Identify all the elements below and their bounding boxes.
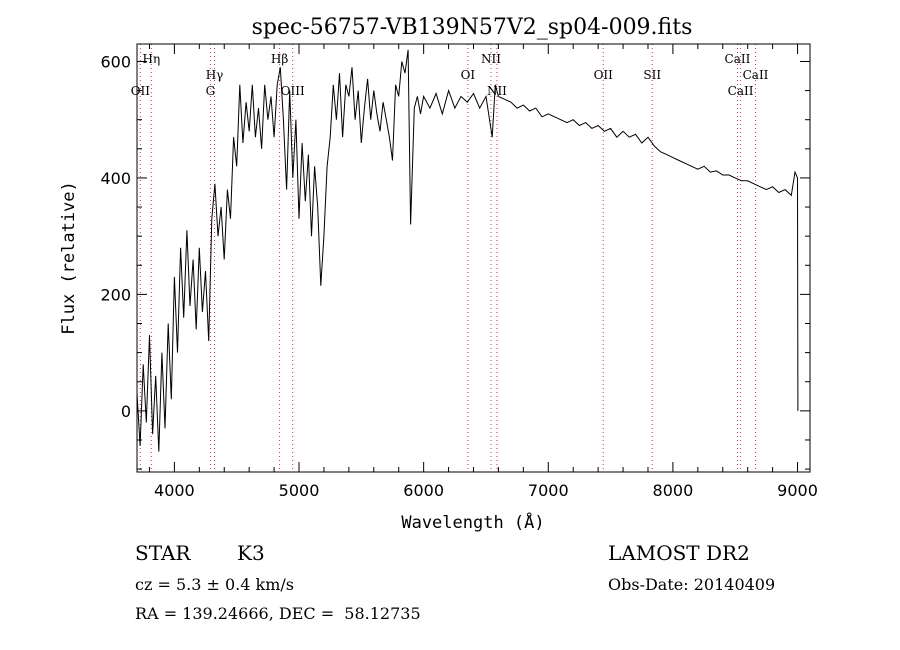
axis-ticks: 4000 5000 6000 7000 8000 9000 0 200 400 600 [100,44,818,500]
redshift-text: cz = 5.3 ± 0.4 km/s [135,575,294,594]
x-axis-label: Wavelength (Å) [401,511,544,533]
spectrum-line [136,49,799,452]
chart-title: spec-56757-VB139N57V2_sp04-009.fits [252,15,693,40]
survey-label: LAMOST DR2 [608,541,750,565]
plot-frame [136,43,811,473]
x-tick-label: 7000 [528,481,569,500]
x-tick-label: 6000 [403,481,444,500]
coordinates-text: RA = 139.24666, DEC = 58.12735 [135,604,421,623]
line-marker-label: Hβ [271,52,288,66]
line-marker-label: Hγ [206,68,224,82]
line-marker-label: G [206,84,216,98]
x-tick-label: 5000 [279,481,320,500]
x-tick-label: 8000 [653,481,694,500]
x-tick-label: 9000 [777,481,818,500]
y-axis-label: Flux (relative) [59,181,79,335]
line-marker-label: OII [594,68,614,82]
line-marker-label: NII [481,52,501,66]
line-marker-label: CaII [743,68,769,82]
obs-date-text: Obs-Date: 20140409 [608,575,776,594]
y-tick-label: 0 [121,402,131,421]
object-subclass: K3 [237,541,265,565]
line-marker-label: SII [643,68,661,82]
line-marker-label: CaII [728,84,754,98]
object-class: STAR [135,541,191,565]
x-tick-label: 4000 [154,481,195,500]
line-marker-label: Hη [143,52,161,66]
y-tick-label: 200 [100,285,131,304]
y-tick-label: 400 [100,169,131,188]
line-marker-label: CaII [725,52,751,66]
line-marker-label: OI [461,68,476,82]
line-marker-label: OIII [281,84,305,98]
y-tick-label: 600 [100,52,131,71]
